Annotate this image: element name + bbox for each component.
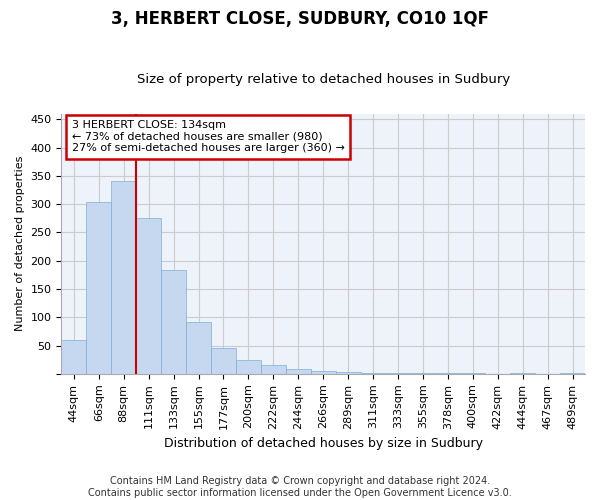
- Bar: [335, 372, 361, 374]
- Bar: [286, 370, 311, 374]
- Title: Size of property relative to detached houses in Sudbury: Size of property relative to detached ho…: [137, 73, 510, 86]
- Bar: [186, 322, 211, 374]
- Bar: [211, 348, 236, 374]
- Bar: [236, 360, 261, 374]
- Bar: [436, 372, 460, 374]
- Bar: [86, 202, 111, 374]
- Bar: [311, 371, 335, 374]
- X-axis label: Distribution of detached houses by size in Sudbury: Distribution of detached houses by size …: [164, 437, 483, 450]
- Text: 3, HERBERT CLOSE, SUDBURY, CO10 1QF: 3, HERBERT CLOSE, SUDBURY, CO10 1QF: [111, 10, 489, 28]
- Bar: [261, 365, 286, 374]
- Bar: [386, 372, 410, 374]
- Bar: [136, 218, 161, 374]
- Bar: [61, 340, 86, 374]
- Y-axis label: Number of detached properties: Number of detached properties: [15, 156, 25, 332]
- Text: 3 HERBERT CLOSE: 134sqm
← 73% of detached houses are smaller (980)
27% of semi-d: 3 HERBERT CLOSE: 134sqm ← 73% of detache…: [72, 120, 345, 154]
- Bar: [560, 372, 585, 374]
- Bar: [510, 372, 535, 374]
- Bar: [410, 372, 436, 374]
- Text: Contains HM Land Registry data © Crown copyright and database right 2024.
Contai: Contains HM Land Registry data © Crown c…: [88, 476, 512, 498]
- Bar: [460, 372, 485, 374]
- Bar: [111, 182, 136, 374]
- Bar: [361, 372, 386, 374]
- Bar: [161, 270, 186, 374]
